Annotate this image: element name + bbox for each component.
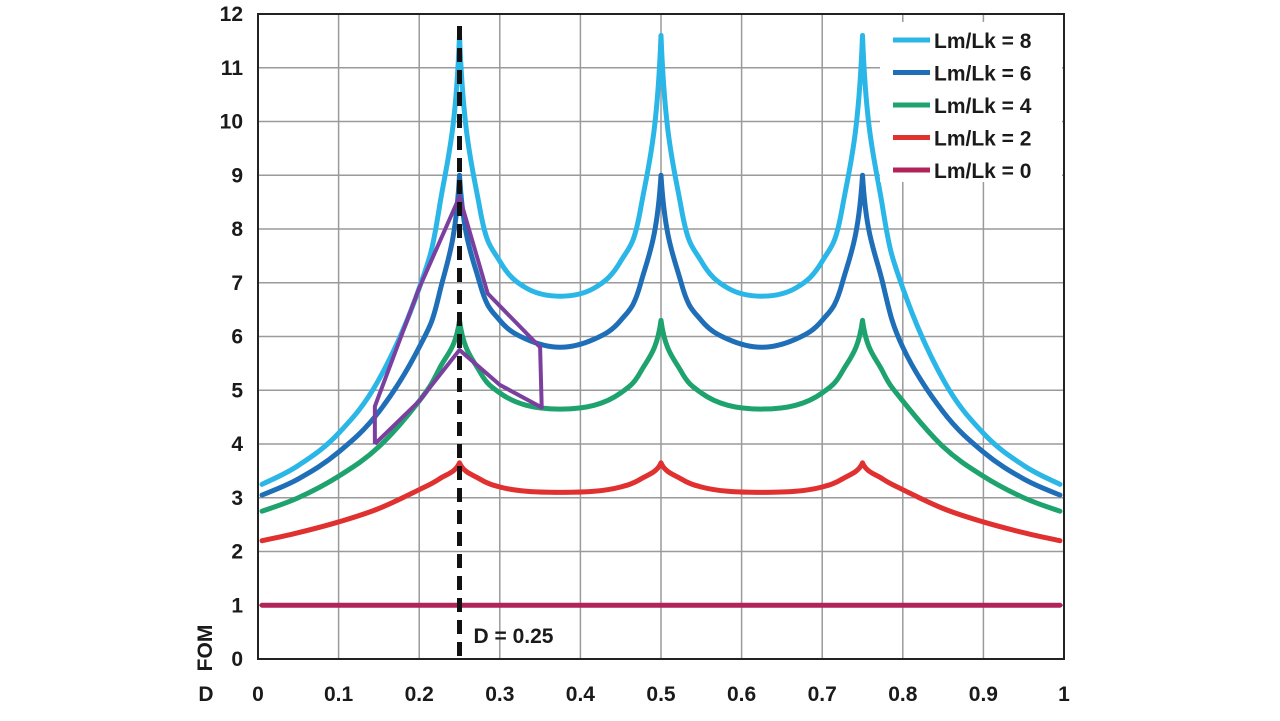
plot-frame bbox=[257, 13, 1065, 660]
series-line-1 bbox=[259, 172, 1063, 498]
x-tick-label: 0.9 bbox=[969, 683, 998, 706]
marker-layer: D = 0.25 bbox=[457, 26, 554, 659]
x-tick-labels: 0 0.1 0.2 0.3 0.4 0.5 0.6 0.7 0.8 0.9 1 bbox=[252, 683, 1070, 706]
y-tick-label: 5 bbox=[231, 379, 243, 402]
y-axis-label: FOM bbox=[194, 625, 217, 672]
x-tick-label: 0.1 bbox=[324, 683, 354, 706]
series-line-0 bbox=[259, 33, 1063, 487]
legend-label-1: Lm/Lk = 6 bbox=[934, 63, 1031, 86]
y-tick-label: 12 bbox=[220, 3, 243, 26]
y-tick-label: 9 bbox=[231, 164, 243, 187]
y-tick-label: 7 bbox=[231, 272, 243, 295]
legend-label-4: Lm/Lk = 0 bbox=[934, 160, 1031, 183]
y-tick-label: 0 bbox=[231, 648, 243, 671]
y-tick-label: 2 bbox=[231, 541, 243, 564]
series-line-3 bbox=[259, 460, 1063, 544]
x-tick-label: 1 bbox=[1058, 683, 1070, 706]
x-axis-label: D bbox=[198, 683, 213, 706]
legend-label-0: Lm/Lk = 8 bbox=[934, 30, 1032, 53]
x-tick-label: 0.4 bbox=[566, 683, 596, 706]
d-marker-label: D = 0.25 bbox=[474, 625, 554, 648]
x-tick-label: 0.3 bbox=[485, 683, 514, 706]
y-tick-label: 4 bbox=[231, 433, 243, 456]
x-tick-label: 0.8 bbox=[888, 683, 918, 706]
y-tick-label: 6 bbox=[231, 326, 243, 349]
legend-background bbox=[880, 22, 1062, 182]
x-tick-label: 0.2 bbox=[405, 683, 434, 706]
region-layer bbox=[372, 194, 544, 446]
y-tick-label: 1 bbox=[231, 594, 243, 617]
legend-label-3: Lm/Lk = 2 bbox=[934, 128, 1031, 151]
y-tick-label: 8 bbox=[231, 218, 243, 241]
y-tick-label: 11 bbox=[221, 57, 244, 80]
legend: Lm/Lk = 8 Lm/Lk = 6 Lm/Lk = 4 Lm/Lk = 2 Lm/L… bbox=[880, 22, 1062, 183]
y-tick-label: 10 bbox=[220, 111, 243, 134]
x-tick-label: 0 bbox=[252, 683, 264, 706]
operating-region-outline bbox=[372, 194, 544, 446]
x-tick-label: 0.6 bbox=[727, 683, 756, 706]
x-tick-label: 0.7 bbox=[808, 683, 837, 706]
legend-label-2: Lm/Lk = 4 bbox=[934, 95, 1032, 118]
x-tick-label: 0.5 bbox=[646, 683, 676, 706]
y-tick-label: 3 bbox=[231, 487, 243, 510]
